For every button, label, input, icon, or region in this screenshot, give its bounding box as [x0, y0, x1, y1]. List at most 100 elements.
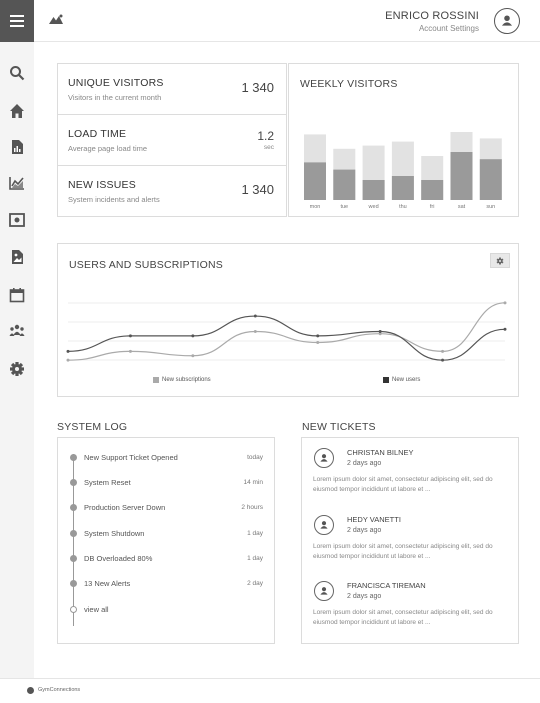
- log-text: view all: [84, 605, 109, 614]
- menu-line: [10, 15, 24, 17]
- avatar: [314, 581, 334, 601]
- stat-unique-visitors: UNIQUE VISITORS Visitors in the current …: [58, 64, 286, 115]
- legend-new-subscriptions: New subscriptions: [153, 377, 211, 383]
- tick-label: thu: [399, 204, 407, 210]
- footer: GymConnections: [0, 678, 540, 703]
- new-tickets-title: NEW TICKETS: [302, 421, 376, 433]
- data-point: [441, 349, 445, 353]
- view-all-link[interactable]: view all: [58, 602, 274, 616]
- log-text: Production Server Down: [84, 503, 166, 512]
- legend-label: New users: [392, 377, 421, 383]
- timeline-dot: [70, 555, 77, 562]
- log-text: New Support Ticket Opened: [84, 453, 178, 462]
- series-line-1: [67, 315, 506, 361]
- data-point: [316, 334, 320, 338]
- bar-value-sun: [479, 159, 502, 200]
- timeline-dot: [70, 454, 77, 461]
- avatar[interactable]: [494, 8, 520, 34]
- log-item[interactable]: 13 New Alerts 2 day: [58, 576, 274, 590]
- calendar-icon[interactable]: [9, 287, 25, 303]
- stat-title: LOAD TIME: [68, 128, 127, 140]
- stat-subtitle: Visitors in the current month: [68, 93, 162, 102]
- ticket-name: CHRISTAN BILNEY: [347, 448, 414, 457]
- data-point: [441, 358, 445, 362]
- log-item[interactable]: Production Server Down 2 hours: [58, 500, 274, 514]
- hamburger-menu-button[interactable]: [0, 0, 34, 42]
- users-subscriptions-title: USERS AND SUBSCRIPTIONS: [69, 259, 223, 271]
- avatar: [314, 448, 334, 468]
- log-time: 1 day: [247, 555, 263, 562]
- document-icon[interactable]: [9, 139, 25, 155]
- stat-value: 1.2 sec: [257, 129, 274, 153]
- chart-icon[interactable]: [9, 175, 25, 191]
- stats-card: UNIQUE VISITORS Visitors in the current …: [57, 63, 287, 217]
- stat-new-issues: NEW ISSUES System incidents and alerts 1…: [58, 166, 286, 217]
- bar-value-fri: [421, 180, 444, 200]
- bar-value-tue: [333, 169, 356, 200]
- ticket-body: Lorem ipsum dolor sit amet, consectetur …: [313, 609, 493, 626]
- file-image-icon[interactable]: [9, 249, 25, 265]
- image-icon[interactable]: [9, 212, 25, 228]
- gear-icon: [496, 257, 504, 264]
- logo-icon[interactable]: [48, 12, 66, 26]
- stat-value-number: 1.2: [257, 129, 274, 143]
- data-point: [128, 349, 132, 353]
- weekly-visitors-card: WEEKLY VISITORS mon tue wed thu fri sat sun: [288, 63, 519, 217]
- data-point: [253, 330, 257, 333]
- bar-value-mon: [304, 162, 326, 200]
- log-text: System Reset: [84, 478, 131, 487]
- search-icon[interactable]: [9, 65, 25, 81]
- tick-label: wed: [368, 204, 379, 210]
- ticket-item[interactable]: HEDY VANETTI 2 days ago Lorem ipsum dolo…: [302, 505, 518, 565]
- data-point: [128, 334, 132, 338]
- ticket-body: Lorem ipsum dolor sit amet, consectetur …: [313, 543, 493, 560]
- ticket-item[interactable]: FRANCISCA TIREMAN 2 days ago Lorem ipsum…: [302, 571, 518, 631]
- log-time: 1 day: [247, 530, 263, 537]
- tick-label: sun: [486, 204, 495, 210]
- data-point: [378, 332, 382, 336]
- log-item[interactable]: System Shutdown 1 day: [58, 526, 274, 540]
- data-point: [191, 334, 195, 338]
- users-subscriptions-chart: [66, 301, 507, 362]
- gear-icon[interactable]: [9, 361, 25, 377]
- log-item[interactable]: System Reset 14 min: [58, 475, 274, 489]
- bar-value-wed: [362, 180, 385, 200]
- users-icon[interactable]: [9, 323, 25, 339]
- user-name[interactable]: ENRICO ROSSINI: [385, 10, 479, 22]
- stat-load-time: LOAD TIME Average page load time 1.2 sec: [58, 115, 286, 166]
- log-time: 14 min: [243, 479, 263, 486]
- bar-value-thu: [391, 176, 414, 200]
- bar-value-sat: [450, 152, 473, 200]
- timeline-dot: [70, 504, 77, 511]
- footer-brand: GymConnections: [38, 687, 81, 693]
- timeline-dot: [70, 479, 77, 486]
- top-header: ENRICO ROSSINI Account Settings: [34, 0, 540, 42]
- new-tickets-card: CHRISTAN BILNEY 2 days ago Lorem ipsum d…: [301, 437, 519, 644]
- log-text: System Shutdown: [84, 529, 145, 538]
- ticket-time: 2 days ago: [347, 527, 382, 534]
- home-icon[interactable]: [9, 103, 25, 119]
- chart-settings-button[interactable]: [490, 253, 510, 268]
- log-item[interactable]: New Support Ticket Opened today: [58, 450, 274, 464]
- system-log-title: SYSTEM LOG: [57, 421, 128, 433]
- stat-subtitle: System incidents and alerts: [68, 195, 160, 204]
- data-point: [378, 330, 382, 333]
- log-time: 2 hours: [241, 504, 263, 511]
- timeline-dot: [70, 580, 77, 587]
- stat-subtitle: Average page load time: [68, 144, 148, 153]
- data-point: [316, 341, 320, 345]
- ticket-item[interactable]: CHRISTAN BILNEY 2 days ago Lorem ipsum d…: [302, 438, 518, 498]
- tick-label: mon: [310, 204, 321, 210]
- data-point: [66, 349, 70, 353]
- stat-unit: sec: [263, 144, 274, 151]
- stat-value: 1 340: [241, 80, 274, 95]
- timeline-dot: [70, 606, 77, 613]
- ticket-time: 2 days ago: [347, 593, 382, 600]
- tick-label: sat: [458, 204, 466, 210]
- data-point: [503, 301, 507, 305]
- legend-swatch: [153, 377, 159, 383]
- brand-icon: [27, 687, 34, 694]
- account-settings-link[interactable]: Account Settings: [418, 24, 479, 33]
- log-item[interactable]: DB Overloaded 80% 1 day: [58, 551, 274, 565]
- legend-new-users: New users: [383, 377, 420, 383]
